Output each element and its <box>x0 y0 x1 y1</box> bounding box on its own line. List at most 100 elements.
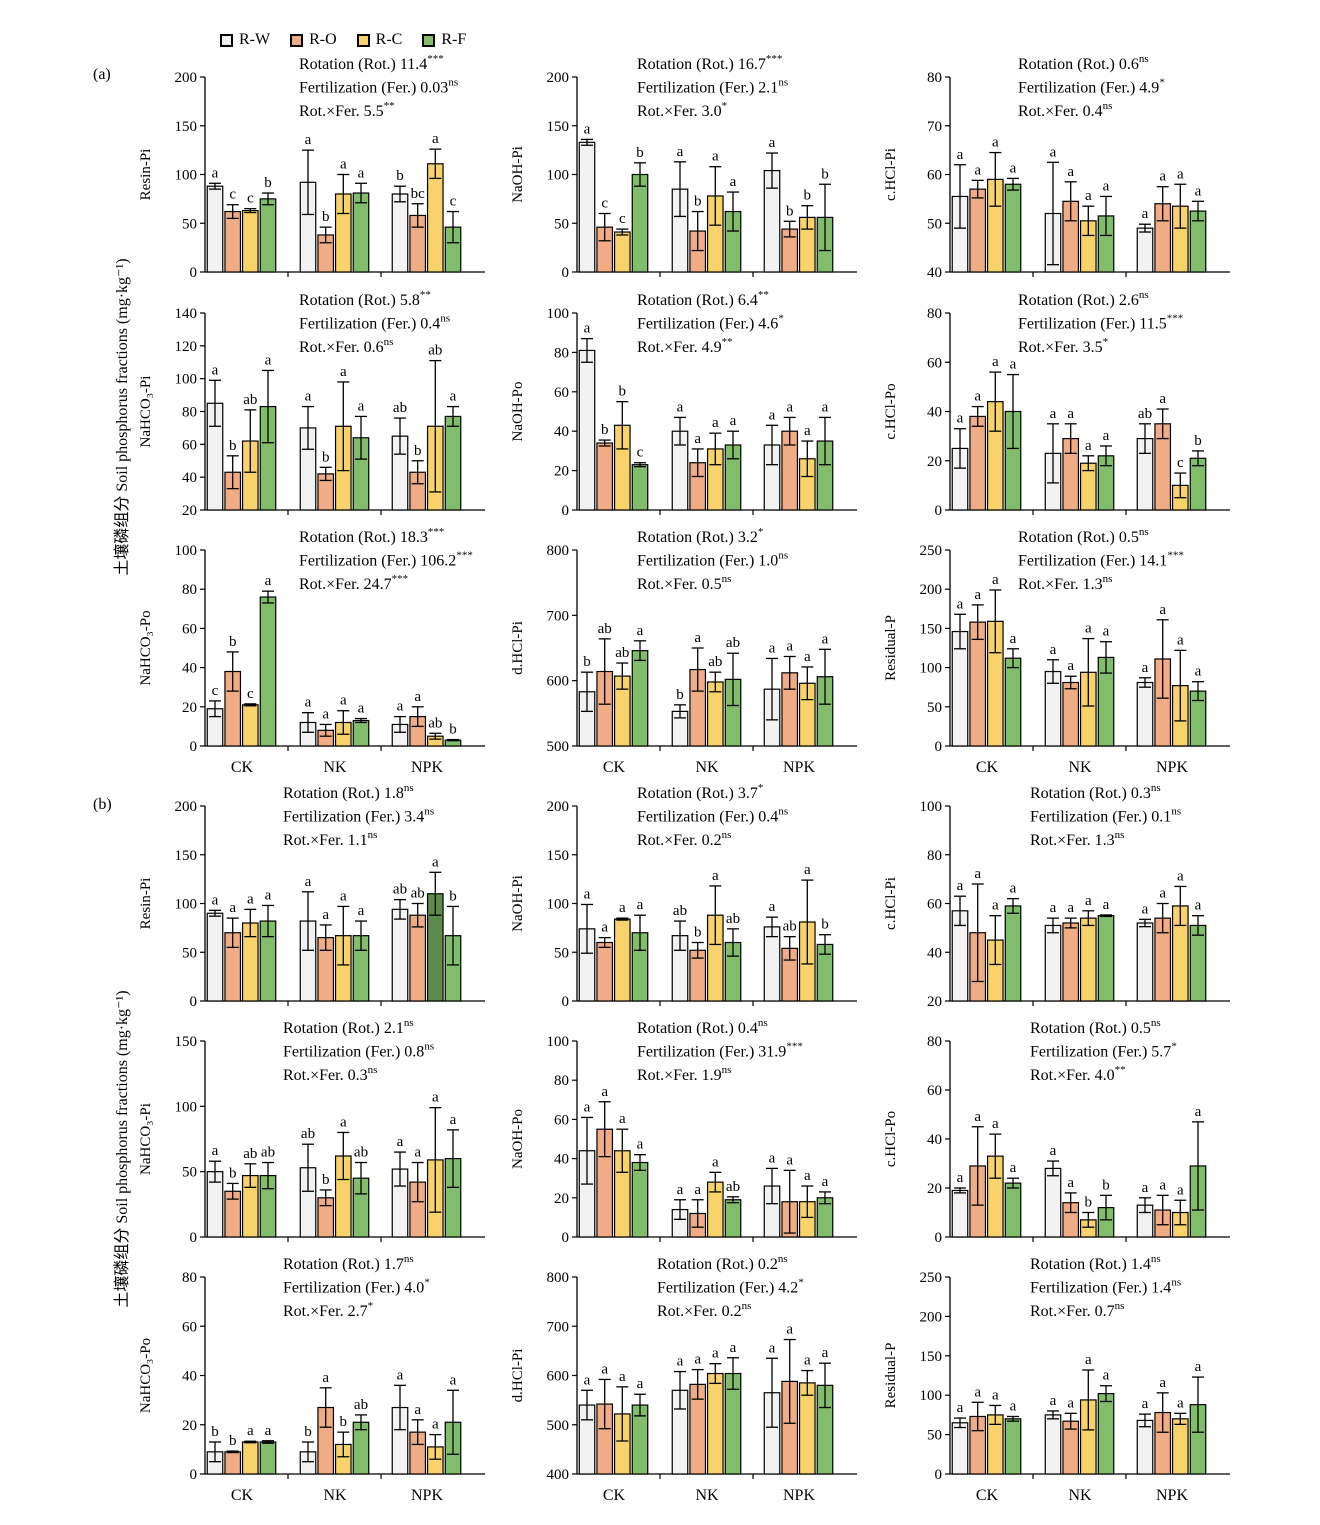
sig-letter: b <box>786 203 794 219</box>
chart-ylabel: Residual-P <box>883 615 899 681</box>
sig-letter: a <box>694 1182 701 1198</box>
sig-letter: a <box>1067 406 1074 422</box>
y-tick-label: 0 <box>190 739 198 755</box>
y-tick-label: 0 <box>190 1467 198 1483</box>
stat-line: Rotation (Rot.) 11.4*** <box>299 53 444 73</box>
y-tick-label: 60 <box>927 897 942 913</box>
sig-letter: a <box>1050 1143 1057 1159</box>
bar-r-o-ck <box>596 941 614 1002</box>
sig-letter: a <box>1177 1395 1184 1411</box>
bar-r-w-npk <box>1136 681 1154 747</box>
y-tick-label: 500 <box>547 739 570 755</box>
sig-letter: c <box>637 445 644 461</box>
stat-line: Rot.×Fer. 0.4ns <box>1018 100 1112 120</box>
sig-letter: a <box>414 1402 421 1418</box>
y-tick-label: 0 <box>562 503 570 519</box>
bar-r-f-ck <box>1004 183 1022 273</box>
sig-letter: a <box>450 1112 457 1128</box>
stat-line: Rotation (Rot.) 3.2* <box>637 526 763 546</box>
stat-line: Rot.×Fer. 1.3ns <box>1018 573 1112 593</box>
y-tick-label: 100 <box>920 1388 943 1404</box>
sig-letter: a <box>1142 1180 1149 1196</box>
y-tick-label: 120 <box>175 339 198 355</box>
bar-r-o-ck <box>969 188 987 273</box>
chart-ylabel: c.HCl-Pi <box>883 877 899 930</box>
y-tick-label: 0 <box>562 994 570 1010</box>
sig-letter: b <box>322 209 330 225</box>
stat-line: Rotation (Rot.) 2.6ns <box>1018 289 1149 309</box>
y-tick-label: 20 <box>182 700 197 716</box>
stat-line: Rot.×Fer. 0.7ns <box>1030 1300 1124 1320</box>
sig-letter: a <box>584 1372 591 1388</box>
sig-letter: a <box>1195 898 1202 914</box>
bar-r-f-npk <box>1189 924 1207 1002</box>
sig-letter: b <box>1102 1177 1110 1193</box>
sig-letter: a <box>677 1182 684 1198</box>
sig-letter: b <box>322 1172 330 1188</box>
sig-letter: a <box>584 121 591 137</box>
sig-letter: a <box>212 362 219 378</box>
sig-letter: a <box>1050 1393 1057 1409</box>
stat-line: Rot.×Fer. 1.1ns <box>283 829 377 849</box>
sig-letter: b <box>636 145 644 161</box>
sig-letter: a <box>414 1145 421 1161</box>
sig-letter: a <box>340 157 347 173</box>
y-tick-label: 70 <box>927 119 942 135</box>
y-tick-label: 100 <box>175 897 198 913</box>
stat-line: Rotation (Rot.) 0.6ns <box>1018 53 1149 73</box>
bar-r-f-nk <box>1097 1393 1115 1475</box>
bar-r-c-ck <box>241 704 259 747</box>
sig-letter: a <box>730 413 737 429</box>
sig-letter: a <box>1159 1177 1166 1193</box>
y-tick-label: 60 <box>927 1083 942 1099</box>
legend: R-W R-O R-C R-F <box>220 30 466 50</box>
sig-letter: a <box>769 135 776 151</box>
sig-letter: a <box>229 900 236 916</box>
stat-line: Rotation (Rot.) 6.4** <box>637 289 769 309</box>
sig-letter: a <box>340 693 347 709</box>
stat-line: Rotation (Rot.) 18.3*** <box>299 526 444 546</box>
sig-letter: a <box>601 1084 608 1100</box>
sig-letter: a <box>822 1174 829 1190</box>
y-tick-label: 80 <box>927 848 942 864</box>
category-label: NPK <box>1156 1487 1188 1504</box>
y-tick-label: 50 <box>554 945 569 961</box>
sig-letter: a <box>694 431 701 447</box>
y-tick-label: 40 <box>927 405 942 421</box>
y-tick-label: 700 <box>547 608 570 624</box>
chart-ylabel: Resin-Pi <box>138 149 154 201</box>
sig-letter: a <box>619 900 626 916</box>
y-tick-label: 40 <box>927 265 942 281</box>
bar-r-f-ck <box>631 173 649 273</box>
legend-item-ro: R-O <box>290 30 337 50</box>
sig-letter: a <box>340 364 347 380</box>
y-tick-label: 80 <box>927 306 942 322</box>
category-label: NPK <box>783 1487 815 1504</box>
sig-letter: a <box>992 354 999 370</box>
chart-ylabel: NaOH-Po <box>510 1109 526 1169</box>
sig-letter: a <box>1159 169 1166 185</box>
y-tick-label: 60 <box>182 1319 197 1335</box>
stat-line: Rot.×Fer. 4.9** <box>637 336 733 356</box>
stat-line: Fertilization (Fer.) 1.0ns <box>637 550 788 570</box>
sig-letter: ab <box>243 1146 257 1162</box>
category-label: NPK <box>411 759 443 776</box>
y-tick-label: 40 <box>927 945 942 961</box>
sig-letter: b <box>211 1424 219 1440</box>
sig-letter: a <box>1103 178 1110 194</box>
sig-letter: a <box>1177 1182 1184 1198</box>
sig-letter: a <box>584 886 591 902</box>
sig-letter: a <box>1103 1368 1110 1384</box>
y-tick-label: 100 <box>175 1099 198 1115</box>
sig-letter: a <box>786 1322 793 1338</box>
category-label: CK <box>231 1487 254 1504</box>
sig-letter: ab <box>673 903 687 919</box>
bar-r-c-ck <box>241 1441 259 1475</box>
sig-letter: a <box>1010 160 1017 176</box>
category-label: CK <box>976 1487 999 1504</box>
bar-r-f-ck <box>259 596 277 747</box>
bar-r-o-npk <box>409 914 427 1002</box>
bar-r-f-nk <box>352 192 370 273</box>
sig-letter: a <box>212 165 219 181</box>
